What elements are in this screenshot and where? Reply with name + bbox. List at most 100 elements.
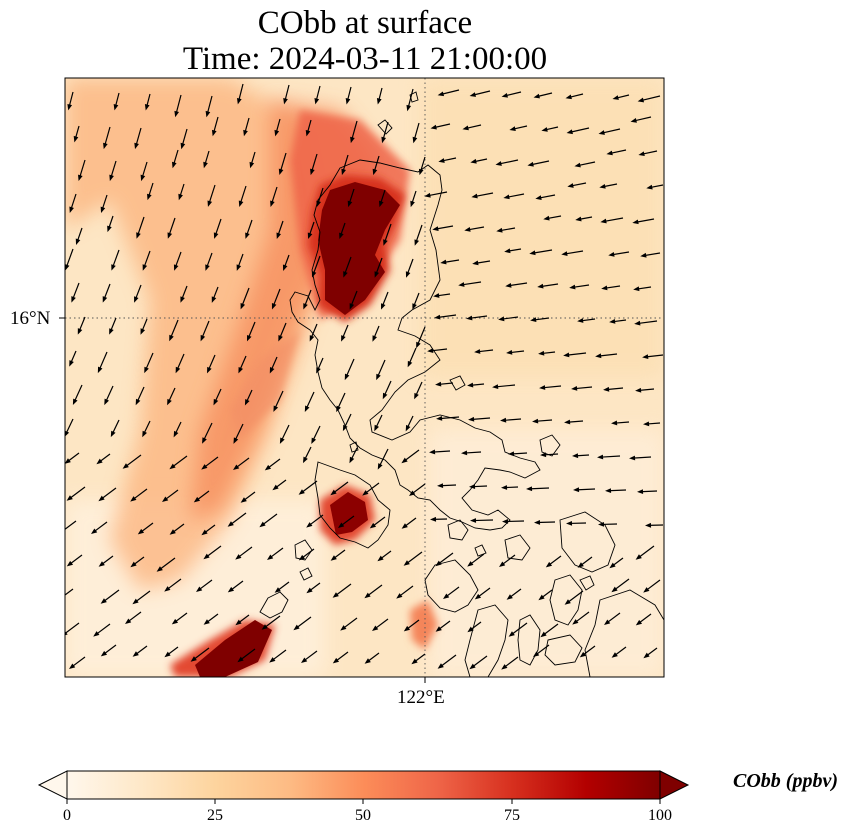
wind-vector-shaft	[378, 448, 389, 468]
wind-vector-arrowhead	[65, 630, 68, 636]
wind-vector-arrowhead	[503, 194, 510, 200]
wind-vector-arrowhead	[464, 227, 471, 232]
wind-vector-arrowhead	[501, 485, 508, 490]
wind-vector-arrowhead	[642, 354, 649, 360]
wind-vector-arrowhead	[169, 463, 176, 470]
wind-vector-shaft	[208, 184, 216, 205]
wind-vector-arrowhead	[243, 129, 248, 137]
wind-vector-arrowhead	[501, 92, 508, 98]
wind-vector-arrowhead	[171, 161, 177, 169]
wind-vector-arrowhead	[532, 418, 539, 424]
wind-vector-arrowhead	[433, 293, 440, 298]
wind-vector-shaft	[603, 217, 624, 223]
wind-vector-shaft	[469, 315, 488, 319]
wind-vector-arrowhead	[533, 93, 540, 99]
wind-vector-arrowhead	[632, 219, 639, 225]
wind-vector-arrowhead	[100, 206, 106, 214]
wind-vector-shaft	[542, 385, 562, 389]
wind-vector-arrowhead	[500, 417, 507, 423]
wind-vector-arrowhead	[316, 367, 321, 374]
map-panel	[65, 78, 664, 677]
wind-vector-shaft	[345, 358, 355, 378]
wind-vector-arrowhead	[98, 495, 105, 502]
wind-vector-arrowhead	[202, 437, 207, 444]
wind-vector-shaft	[65, 622, 80, 635]
wind-vector-arrowhead	[301, 657, 308, 663]
wind-vector-arrowhead	[109, 328, 114, 335]
palawan-north-coastline	[259, 591, 289, 619]
wind-vector-arrowhead	[383, 239, 388, 246]
wind-vector-arrowhead	[236, 97, 242, 105]
wind-vector-arrowhead	[100, 650, 108, 657]
wind-vector-arrowhead	[314, 98, 320, 105]
wind-vector-arrowhead	[437, 483, 444, 488]
wind-vector-arrowhead	[102, 296, 108, 303]
wind-vector-arrowhead	[595, 353, 602, 359]
wind-vector-arrowhead	[316, 200, 321, 208]
wind-vector-arrowhead	[345, 98, 351, 105]
wind-vector-arrowhead	[540, 631, 547, 638]
wind-vector-arrowhead	[535, 195, 542, 200]
wind-vector-arrowhead	[563, 352, 570, 358]
wind-vector-arrowhead	[499, 561, 506, 567]
wind-vector-arrowhead	[193, 496, 201, 503]
wind-vector-shaft	[134, 590, 151, 603]
wind-vector-arrowhead	[462, 125, 469, 131]
wind-vector-arrowhead	[237, 656, 244, 663]
wind-vector-shaft	[295, 616, 312, 629]
wind-vector-arrowhead	[236, 264, 242, 271]
wind-vector-arrowhead	[405, 271, 411, 278]
wind-vector-arrowhead	[405, 424, 411, 432]
wind-vector-arrowhead	[175, 366, 181, 374]
wind-vector-shaft	[471, 655, 488, 668]
wind-vector-arrowhead	[645, 522, 652, 528]
wind-vector-shaft	[263, 615, 281, 629]
wind-vector-shaft	[73, 384, 83, 403]
wind-vector-shaft	[65, 588, 74, 596]
fire-hotspot-north	[308, 175, 405, 322]
lon-label-122e: 122°E	[397, 687, 445, 708]
wind-vector-arrowhead	[406, 104, 412, 112]
wind-vector-arrowhead	[167, 232, 173, 239]
wind-vector-arrowhead	[467, 626, 474, 633]
wind-vector-arrowhead	[69, 360, 74, 367]
wind-vector-arrowhead	[235, 554, 242, 560]
wind-vector-shaft	[416, 326, 426, 346]
wind-vector-arrowhead	[506, 349, 513, 355]
wind-vector-arrowhead	[506, 594, 513, 600]
wind-vector-arrowhead	[543, 215, 550, 221]
wind-vector-arrowhead	[349, 303, 355, 310]
wind-vector-shaft	[508, 282, 528, 287]
wind-vector-arrowhead	[498, 316, 505, 322]
wind-vector-arrowhead	[147, 193, 152, 201]
wind-vector-arrowhead	[545, 561, 553, 568]
wind-vector-arrowhead	[611, 586, 618, 593]
wind-vector-shaft	[343, 256, 352, 276]
wind-vector-arrowhead	[132, 651, 139, 657]
wind-vector-arrowhead	[637, 97, 645, 103]
wind-vector-shaft	[171, 455, 188, 468]
wind-vector-arrowhead	[203, 161, 208, 169]
wind-vector-arrowhead	[577, 318, 584, 323]
catanduanes-island	[539, 434, 561, 457]
wind-vector-shaft	[637, 545, 655, 559]
wind-vector-arrowhead	[213, 232, 219, 239]
romblon-island	[474, 544, 487, 557]
wind-vector-arrowhead	[432, 226, 439, 231]
wind-vector-arrowhead	[501, 664, 508, 670]
colorbar-extend-max	[659, 770, 690, 800]
wind-vector-arrowhead	[201, 464, 208, 470]
wind-vector-shaft	[611, 251, 630, 256]
wind-vector-shaft	[135, 127, 142, 147]
wind-vector-arrowhead	[443, 593, 450, 599]
wind-vector-arrowhead	[269, 367, 275, 374]
wind-vector-arrowhead	[190, 656, 197, 662]
wind-vector-arrowhead	[424, 192, 431, 198]
wind-vector-arrowhead	[201, 529, 208, 536]
wind-vector-shaft	[272, 288, 281, 307]
wind-vector-arrowhead	[369, 522, 377, 529]
wind-vector-arrowhead	[574, 162, 581, 168]
wind-vector-arrowhead	[643, 652, 650, 659]
wind-vector-shaft	[564, 250, 584, 255]
